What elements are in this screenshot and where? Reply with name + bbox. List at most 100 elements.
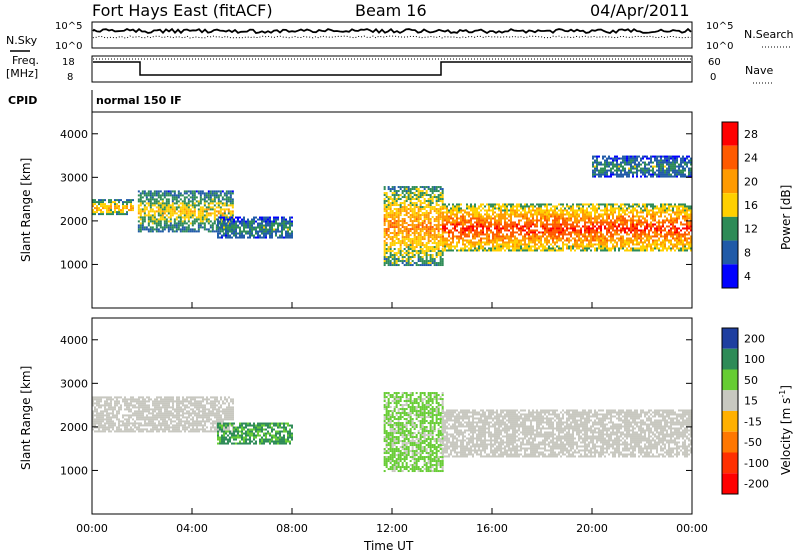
power-echo-cell xyxy=(221,196,224,199)
power-echo-cell xyxy=(500,223,502,226)
power-echo-cell xyxy=(560,203,562,206)
power-echo-cell xyxy=(654,205,656,208)
power-echo-cell xyxy=(427,264,430,267)
power-echo-cell xyxy=(195,230,198,233)
power-echo-cell xyxy=(415,224,418,227)
power-echo-cell xyxy=(468,215,470,218)
power-echo-cell xyxy=(435,218,438,221)
power-echo-cell xyxy=(108,209,110,212)
power-echo-cell xyxy=(498,207,500,210)
power-echo-cell xyxy=(596,217,598,220)
power-echo-cell xyxy=(590,237,592,240)
power-echo-cell xyxy=(582,243,584,246)
power-echo-cell xyxy=(616,233,618,236)
power-echo-cell xyxy=(520,245,522,248)
power-echo-cell xyxy=(592,243,594,246)
power-echo-cell xyxy=(614,157,616,160)
power-echo-cell xyxy=(624,243,626,246)
power-echo-cell xyxy=(433,218,436,221)
power-echo-cell xyxy=(626,163,628,166)
power-echo-cell xyxy=(686,239,688,242)
power-echo-cell xyxy=(660,249,662,252)
power-echo-cell xyxy=(654,245,656,248)
power-echo-cell xyxy=(492,205,494,208)
power-echo-cell xyxy=(648,233,650,236)
power-echo-cell xyxy=(401,262,404,265)
power-echo-cell xyxy=(680,247,682,250)
power-echo-cell xyxy=(407,256,410,259)
power-echo-cell xyxy=(552,247,554,250)
power-echo-cell xyxy=(580,211,582,214)
power-echo-cell xyxy=(586,235,588,238)
power-echo-cell xyxy=(666,247,668,250)
power-echo-cell xyxy=(576,223,578,226)
power-echo-band xyxy=(92,199,134,216)
power-echo-cell xyxy=(407,250,410,253)
power-echo-cell xyxy=(478,225,480,228)
power-echo-cell xyxy=(253,220,255,223)
power-echo-cell xyxy=(413,238,416,241)
power-echo-cell xyxy=(632,223,634,226)
power-echo-cell xyxy=(670,215,672,218)
power-echo-cell xyxy=(628,239,630,242)
power-echo-cell xyxy=(425,190,428,193)
power-echo-cell xyxy=(572,207,574,210)
power-echo-cell xyxy=(221,198,224,201)
power-echo-cell xyxy=(556,211,558,214)
power-echo-cell xyxy=(439,200,442,203)
power-echo-cell xyxy=(149,210,152,213)
power-echo-cell xyxy=(632,243,634,246)
power-echo-cell xyxy=(165,220,168,223)
power-echo-cell xyxy=(532,231,534,234)
power-echo-cell xyxy=(460,229,462,232)
power-echo-cell xyxy=(564,213,566,216)
power-echo-cell xyxy=(161,212,164,215)
power-echo-cell xyxy=(616,165,618,168)
power-echo-cell xyxy=(209,230,212,233)
power-echo-cell xyxy=(490,249,492,252)
power-echo-cell xyxy=(516,247,518,250)
power-echo-cell xyxy=(102,199,104,202)
power-echo-cell xyxy=(528,247,530,250)
power-echo-cell xyxy=(546,215,548,218)
power-echo-cell xyxy=(548,213,550,216)
velocity-echo-cell xyxy=(100,396,102,399)
power-echo-cell xyxy=(466,211,468,214)
power-echo-cell xyxy=(201,220,204,223)
power-echo-cell xyxy=(419,196,422,199)
power-echo-cell xyxy=(201,210,204,213)
velocity-echo-cell xyxy=(110,406,112,409)
power-echo-cell xyxy=(676,221,678,224)
power-echo-cell xyxy=(506,217,508,220)
power-echo-cell xyxy=(227,220,229,223)
power-echo-cell xyxy=(247,226,249,229)
power-echo-cell xyxy=(259,236,261,239)
power-echo-cell xyxy=(580,217,582,220)
power-echo-cell xyxy=(124,201,126,204)
power-echo-cell xyxy=(391,256,394,259)
power-echo-cell xyxy=(442,229,444,232)
power-echo-cell xyxy=(584,213,586,216)
power-echo-cell xyxy=(211,224,214,227)
power-echo-cell xyxy=(666,159,668,162)
power-echo-cell xyxy=(454,227,456,230)
power-echo-cell xyxy=(431,202,434,205)
power-echo-cell xyxy=(634,229,636,232)
power-echo-cell xyxy=(468,221,470,224)
power-echo-cell xyxy=(644,249,646,252)
power-echo-cell xyxy=(680,243,682,246)
power-echo-cell xyxy=(650,203,652,206)
power-echo-cell xyxy=(417,220,420,223)
power-echo-cell xyxy=(526,203,528,206)
power-echo-cell xyxy=(584,235,586,238)
power-echo-cell xyxy=(654,223,656,226)
power-echo-cell xyxy=(662,207,664,210)
power-echo-cell xyxy=(650,221,652,224)
power-echo-cell xyxy=(664,205,666,208)
power-echo-cell xyxy=(490,223,492,226)
power-echo-cell xyxy=(664,245,666,248)
power-echo-cell xyxy=(578,247,580,250)
power-echo-cell xyxy=(219,194,222,197)
power-echo-cell xyxy=(253,228,255,231)
power-echo-cell xyxy=(231,232,233,235)
